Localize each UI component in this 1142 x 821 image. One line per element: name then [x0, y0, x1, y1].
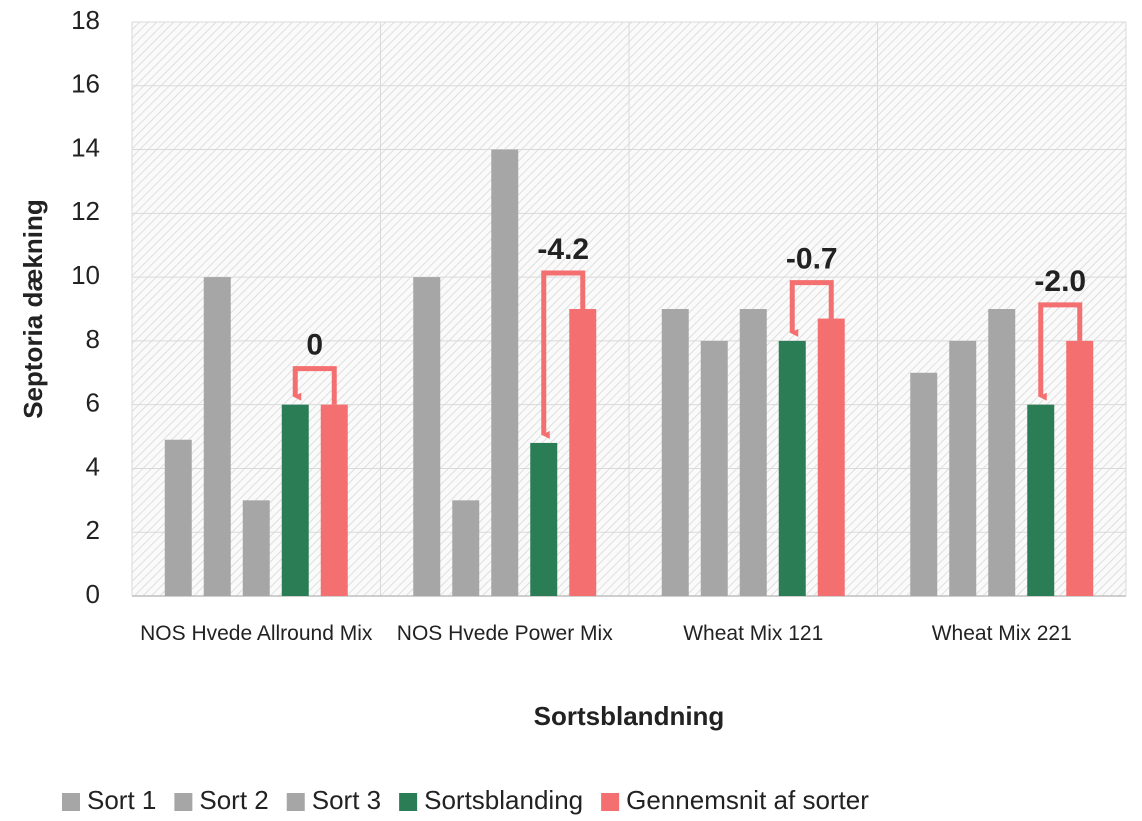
- x-tick-label: NOS Hvede Allround Mix: [140, 622, 373, 645]
- annotation-label: -2.0: [1034, 265, 1086, 298]
- bar: [242, 500, 270, 596]
- bar: [413, 277, 441, 596]
- bar: [910, 372, 938, 596]
- bar: [700, 340, 728, 596]
- y-tick-label: 12: [71, 196, 100, 226]
- y-tick-label: 16: [71, 69, 100, 99]
- y-tick-label: 14: [71, 132, 100, 162]
- annotation-label: 0: [306, 329, 323, 362]
- bar: [988, 309, 1016, 596]
- bar: [1027, 404, 1055, 596]
- y-tick-label: 18: [71, 5, 100, 35]
- annotation-bracket: [292, 366, 337, 405]
- legend-swatch: [174, 793, 193, 811]
- legend-label: Sortsblanding: [424, 785, 583, 815]
- bar: [661, 309, 689, 596]
- legend-swatch: [286, 793, 305, 811]
- bar: [164, 439, 192, 596]
- bar: [530, 442, 558, 596]
- bar: [817, 318, 845, 596]
- y-tick-label: 10: [71, 260, 100, 290]
- bar: [281, 404, 309, 596]
- y-tick-label: 4: [86, 451, 100, 481]
- legend-label: Sort 3: [312, 785, 381, 815]
- bar: [491, 149, 519, 597]
- annotation-label: -4.2: [537, 233, 589, 266]
- bar: [949, 340, 977, 596]
- bar: [739, 309, 767, 596]
- bar: [320, 404, 348, 596]
- legend-label: Gennemsnit af sorter: [626, 785, 869, 815]
- legend-label: Sort 2: [199, 785, 268, 815]
- legend-swatch: [399, 793, 418, 811]
- bar: [569, 309, 597, 596]
- x-axis-title: Sortsblandning: [534, 701, 725, 731]
- annotation-bracket: [541, 270, 586, 439]
- bar: [452, 500, 480, 596]
- bar: [778, 340, 806, 596]
- annotation-bracket: [789, 280, 834, 337]
- y-tick-label: 8: [86, 324, 100, 354]
- y-axis-title: Septoria dækning: [18, 199, 48, 419]
- legend-label: Sort 1: [87, 785, 156, 815]
- legend-swatch: [601, 793, 620, 811]
- bar: [1066, 340, 1094, 596]
- annotation-bracket: [1038, 302, 1083, 401]
- x-tick-label: Wheat Mix 221: [932, 622, 1072, 645]
- y-tick-label: 6: [86, 388, 100, 418]
- bar: [203, 277, 231, 596]
- x-tick-label: NOS Hvede Power Mix: [397, 622, 613, 645]
- y-tick-label: 2: [86, 515, 100, 545]
- y-tick-label: 0: [86, 579, 100, 609]
- legend-swatch: [62, 793, 80, 811]
- x-tick-label: Wheat Mix 121: [683, 622, 823, 645]
- annotation-label: -0.7: [786, 242, 838, 275]
